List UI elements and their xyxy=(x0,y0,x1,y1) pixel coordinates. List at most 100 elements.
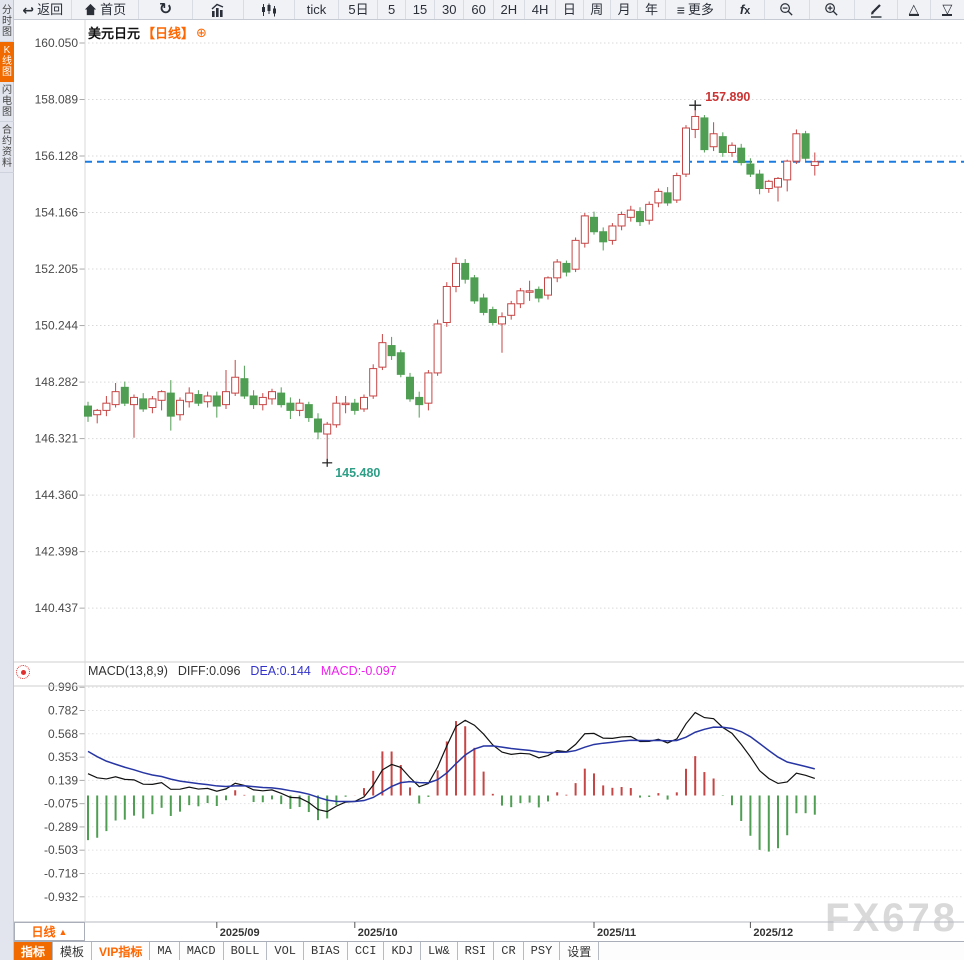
sidebar-item-active[interactable]: K 线 图 xyxy=(0,42,14,82)
back-button[interactable]: ↩ 返回 xyxy=(14,0,73,19)
indicator-tab[interactable]: BOLL xyxy=(224,942,268,960)
svg-text:-0.503: -0.503 xyxy=(44,843,78,857)
refresh-button[interactable]: ↻ xyxy=(139,0,194,19)
svg-text:157.890: 157.890 xyxy=(705,90,750,104)
interval-2h-button[interactable]: 2H xyxy=(494,0,525,19)
macd-hist-value: MACD:-0.097 xyxy=(320,664,397,678)
zoom-in-button[interactable] xyxy=(810,0,855,19)
home-button[interactable]: 首页 xyxy=(72,0,139,19)
macd-header: MACD(13,8,9) DIFF:0.096 DEA:0.144 MACD:-… xyxy=(88,664,397,678)
draw-pencil-icon xyxy=(870,3,882,18)
menu-icon: ≡ xyxy=(676,1,685,18)
sidebar-item-item[interactable]: 合 约 资 料 xyxy=(0,122,14,173)
svg-text:0.568: 0.568 xyxy=(48,727,78,741)
svg-text:156.128: 156.128 xyxy=(35,149,79,163)
indicator-tab[interactable]: 模板 xyxy=(53,942,93,960)
indicator-tab[interactable]: CR xyxy=(494,942,524,960)
symbol-title: 美元日元 xyxy=(88,26,141,41)
caret-up-icon: ▲ xyxy=(58,926,68,937)
fx-icon: fx xyxy=(739,1,751,17)
candlestick-macd-chart: 160.050 158.089 156.128 154.166 152.205 150.2… xyxy=(14,20,964,939)
indicator-fx-button[interactable]: fx xyxy=(726,0,766,19)
interval-30m-button[interactable]: 30 xyxy=(435,0,465,19)
macd-dea-value: DEA:0.144 xyxy=(250,664,311,678)
more-button[interactable]: ≡ 更多 xyxy=(666,0,727,19)
tick-label: tick xyxy=(306,2,327,17)
line-chart-button[interactable] xyxy=(193,0,244,19)
indicator-tab[interactable]: MACD xyxy=(180,942,224,960)
interval-week-button[interactable]: 周 xyxy=(584,0,611,19)
indicator-tab-bar: 指标 模板 VIP指标 MA MACD BOLL VOL BIAS CCI KDJ LW& RSI CR… xyxy=(14,941,964,960)
indicator-settings-icon[interactable] xyxy=(16,665,30,679)
scale-down-button[interactable]: ▽ xyxy=(931,0,964,19)
svg-text:158.089: 158.089 xyxy=(35,93,79,107)
period-dropdown-label: 日线 xyxy=(31,925,56,939)
svg-text:145.480: 145.480 xyxy=(335,466,380,480)
interval-year-button[interactable]: 年 xyxy=(638,0,666,19)
zoom-out-button[interactable] xyxy=(765,0,810,19)
indicator-tab[interactable]: 设置 xyxy=(560,942,600,960)
interval-tick-button[interactable]: tick xyxy=(295,0,340,19)
period-tag: 【日线】 xyxy=(142,26,195,41)
indicator-tab[interactable]: CCI xyxy=(348,942,385,960)
indicator-tab[interactable]: VOL xyxy=(267,942,305,960)
svg-text:-0.932: -0.932 xyxy=(44,890,78,904)
candlestick-icon xyxy=(261,3,276,16)
indicator-tab[interactable]: VIP指标 xyxy=(92,942,151,960)
chart-title-row: 美元日元 【日线】 ⊕ xyxy=(88,23,207,42)
draw-button[interactable] xyxy=(855,0,898,19)
svg-text:-0.075: -0.075 xyxy=(44,797,78,811)
interval-4h-button[interactable]: 4H xyxy=(525,0,557,19)
back-icon: ↩ xyxy=(22,1,35,18)
zoom-in-icon xyxy=(825,3,838,16)
watermark: FX678 xyxy=(825,896,958,940)
interval-day-button[interactable]: 日 xyxy=(556,0,584,19)
svg-text:0.782: 0.782 xyxy=(48,703,78,717)
svg-text:-0.289: -0.289 xyxy=(44,820,78,834)
back-label: 返回 xyxy=(37,2,64,17)
svg-text:0.139: 0.139 xyxy=(48,773,78,787)
candle-chart-button[interactable] xyxy=(244,0,295,19)
zoom-out-icon xyxy=(780,3,794,16)
svg-text:2025/10: 2025/10 xyxy=(358,927,398,939)
svg-text:2025/12: 2025/12 xyxy=(753,927,793,939)
svg-text:144.360: 144.360 xyxy=(35,488,79,502)
interval-5m-button[interactable]: 5 xyxy=(378,0,406,19)
sidebar-item-item[interactable]: 闪 电 图 xyxy=(0,82,14,122)
indicator-tab[interactable]: MA xyxy=(150,942,180,960)
svg-text:142.398: 142.398 xyxy=(35,545,79,559)
svg-text:0.996: 0.996 xyxy=(48,680,78,694)
indicator-tab[interactable]: BIAS xyxy=(304,942,348,960)
period-dropdown-button[interactable]: 日线 ▲ xyxy=(14,922,85,941)
indicator-tab[interactable]: KDJ xyxy=(384,942,422,960)
sidebar-item-item[interactable]: 分 时 图 xyxy=(0,2,14,42)
svg-text:2025/09: 2025/09 xyxy=(220,927,260,939)
toolbar: ↩ 返回 首页 ↻ tick 5日 5 15 30 xyxy=(14,0,964,20)
svg-text:152.205: 152.205 xyxy=(35,262,79,276)
interval-15m-button[interactable]: 15 xyxy=(406,0,436,19)
macd-params-label: MACD(13,8,9) xyxy=(88,664,168,678)
more-label: 更多 xyxy=(687,2,714,17)
interval-month-button[interactable]: 月 xyxy=(611,0,639,19)
home-icon xyxy=(84,3,97,16)
svg-text:0.353: 0.353 xyxy=(48,750,78,764)
triangle-down-icon: ▽ xyxy=(942,1,953,16)
svg-text:-0.718: -0.718 xyxy=(44,867,78,881)
interval-60m-button[interactable]: 60 xyxy=(464,0,494,19)
indicator-tab[interactable]: PSY xyxy=(524,942,561,960)
home-label: 首页 xyxy=(100,2,127,17)
svg-text:2025/11: 2025/11 xyxy=(597,927,636,939)
indicator-tab[interactable]: RSI xyxy=(458,942,495,960)
scale-up-button[interactable]: △ xyxy=(898,0,931,19)
svg-text:146.321: 146.321 xyxy=(35,432,79,446)
bar-chart-icon xyxy=(211,3,224,17)
svg-text:140.437: 140.437 xyxy=(35,601,79,615)
interval-5d-button[interactable]: 5日 xyxy=(339,0,379,19)
indicator-tab[interactable]: LW& xyxy=(421,942,458,960)
svg-text:154.166: 154.166 xyxy=(35,206,79,220)
triangle-up-icon: △ xyxy=(908,1,919,16)
add-compare-icon[interactable]: ⊕ xyxy=(196,24,207,40)
indicator-tab[interactable]: 指标 xyxy=(14,942,54,960)
